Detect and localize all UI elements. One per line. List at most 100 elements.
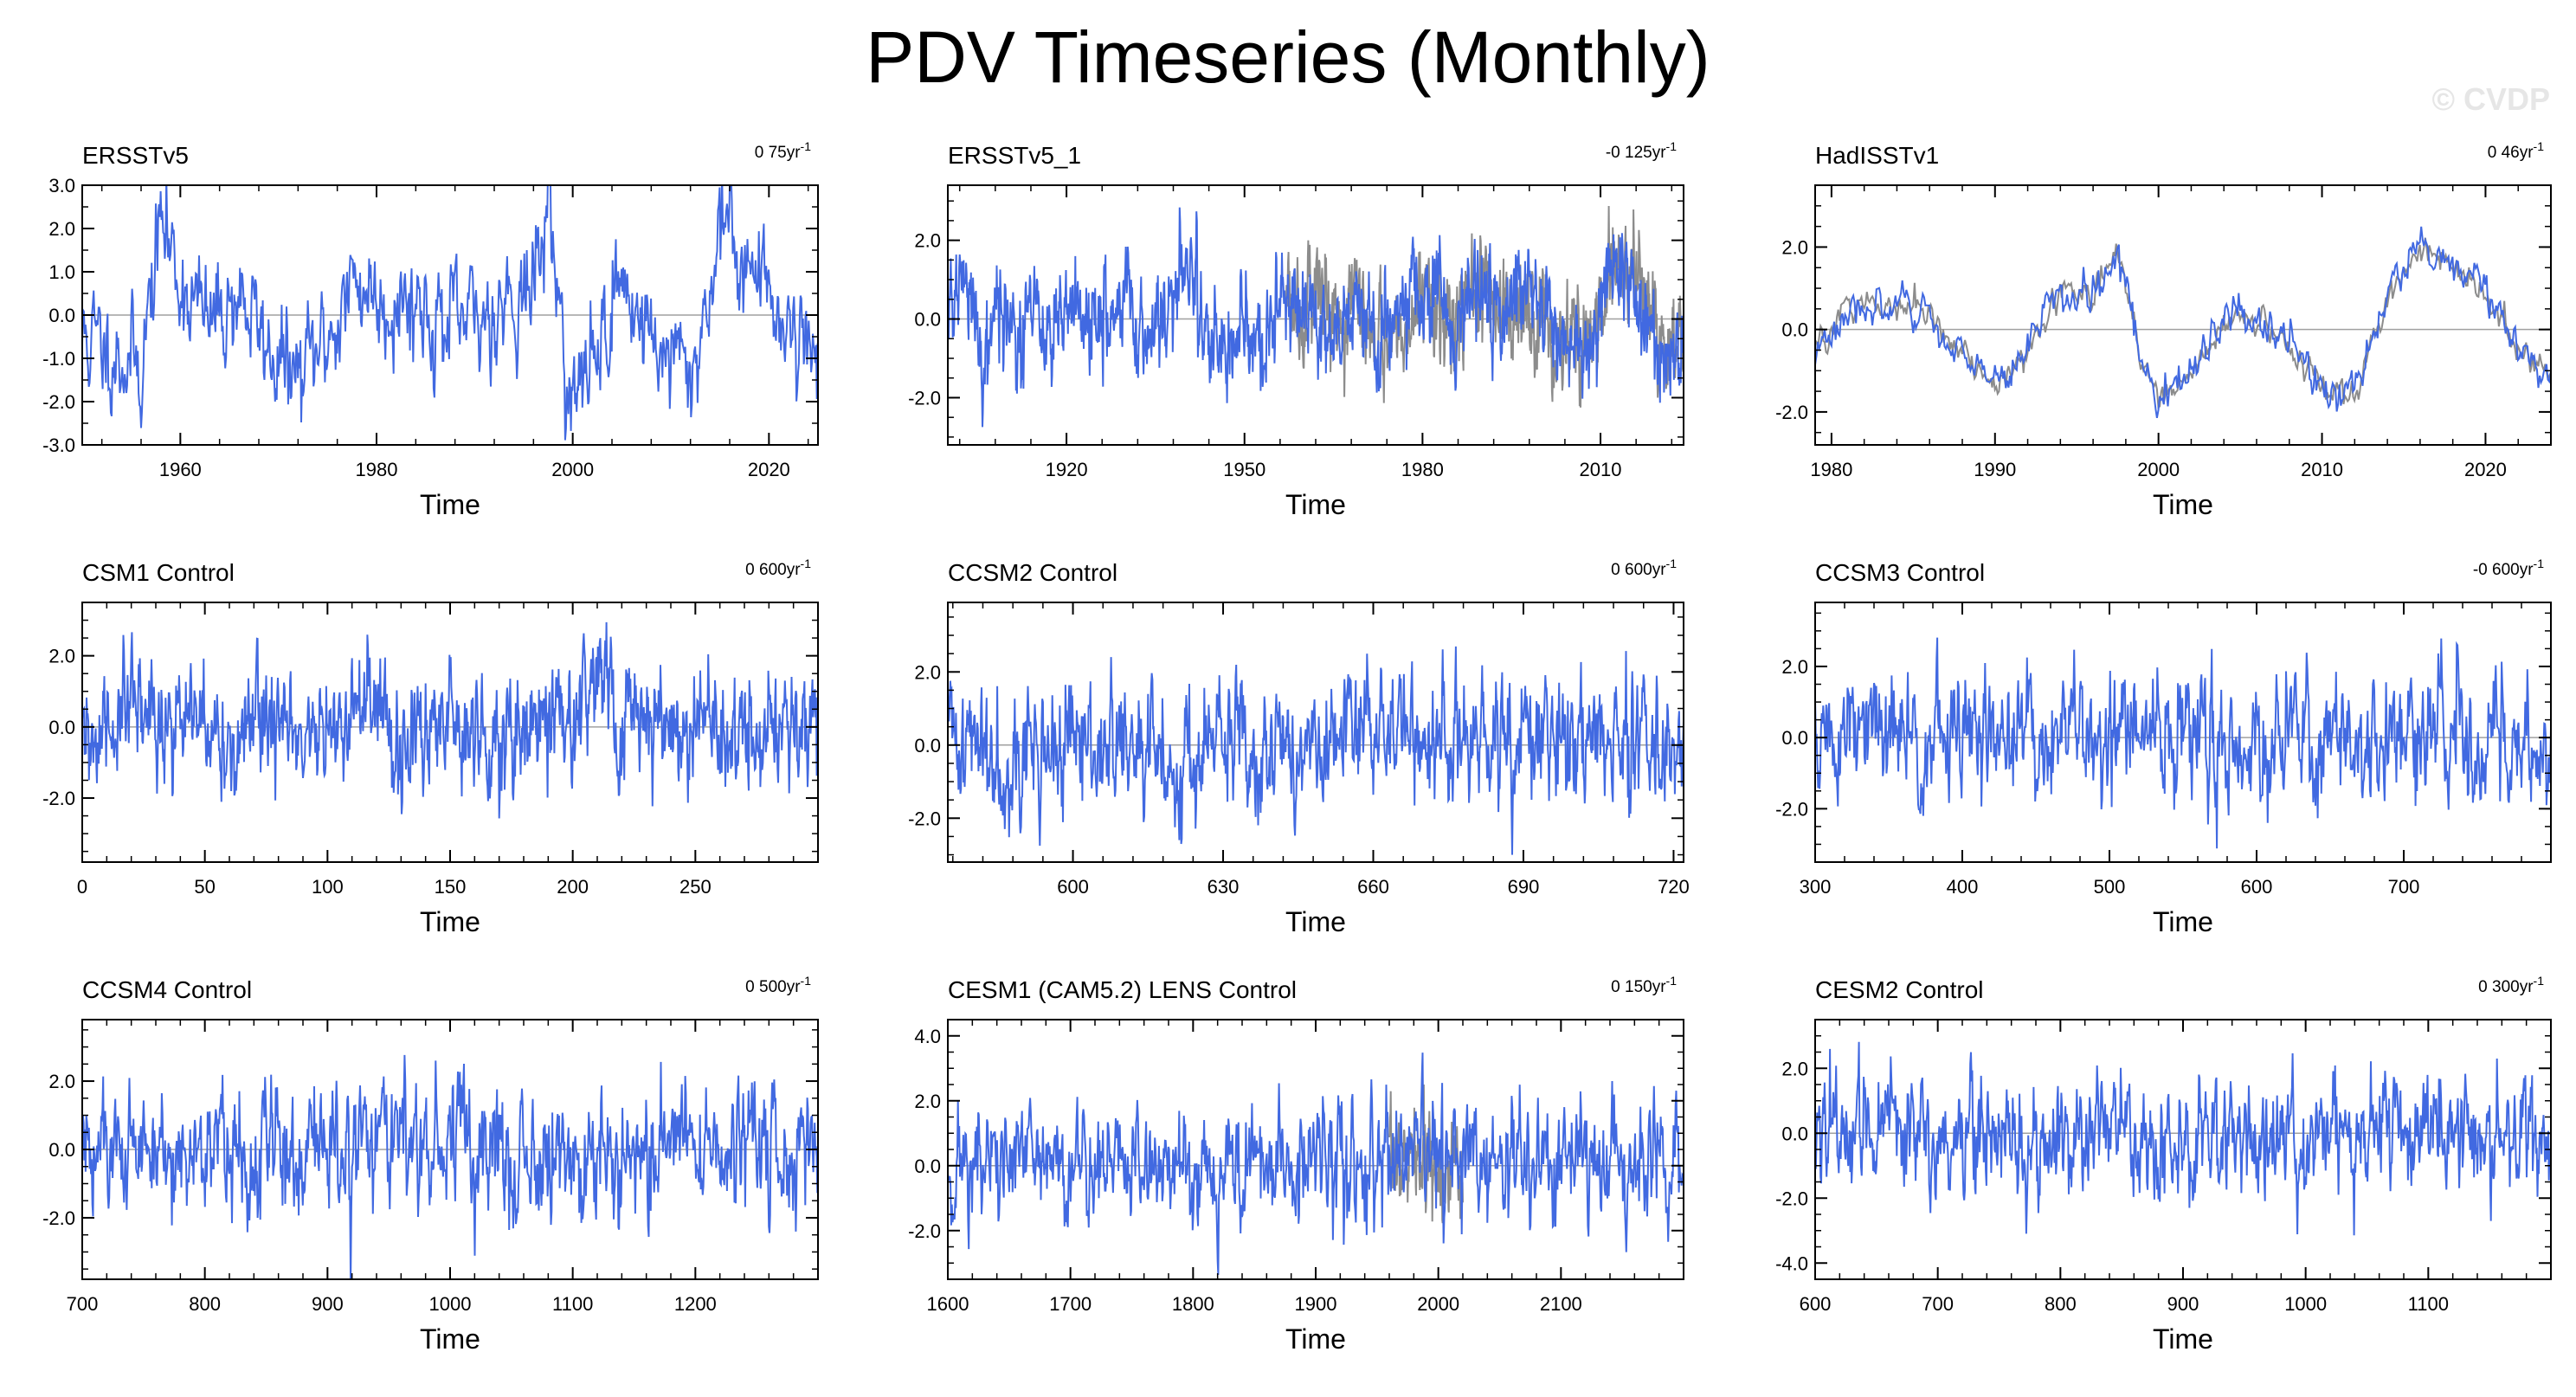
panel-6: -2.0 0.0 2.0 300 400 500 600 700 Time CCSM3 Contr… — [1775, 557, 2552, 937]
y-tick-label: -2.0 — [908, 387, 941, 409]
panel-title: CESM2 Control — [1815, 976, 1984, 1003]
x-tick-label: 630 — [1208, 876, 1240, 898]
x-tick-label: 50 — [194, 876, 215, 898]
x-axis-title: Time — [2153, 489, 2213, 520]
panel-title: CCSM3 Control — [1815, 559, 1985, 586]
panel-8: -2.0 0.0 2.0 4.0 1600 1700 1800 1900 2000 2100 Tim… — [908, 974, 1684, 1355]
series-line-1 — [1388, 1084, 1464, 1224]
x-tick-label: 2000 — [2137, 459, 2180, 480]
x-tick-label: 700 — [67, 1293, 99, 1315]
panel-title: HadISSTv1 — [1815, 142, 1939, 169]
x-tick-label: 1000 — [429, 1293, 472, 1315]
watermark: © CVDP — [2431, 81, 2550, 117]
y-tick-label: 3.0 — [48, 175, 75, 196]
x-tick-label: 2020 — [2464, 459, 2507, 480]
series-line-2 — [1815, 226, 2551, 418]
x-tick-label: 600 — [1057, 876, 1089, 898]
trend-value: -0 125yr — [1606, 144, 1666, 162]
trend-exponent: -1 — [2534, 139, 2545, 153]
y-tick-label: -2.0 — [42, 788, 75, 809]
panel-1: -3.0 -2.0 -1.0 0.0 1.0 2.0 3.0 1960 1980 2000 2020… — [42, 139, 819, 520]
x-tick-label: 1980 — [1401, 459, 1444, 480]
x-axis-title: Time — [2153, 1323, 2213, 1355]
x-axis-title: Time — [420, 489, 480, 520]
trend-exponent: -1 — [1666, 139, 1678, 153]
series-line-1 — [1815, 1041, 2551, 1236]
series-line-2 — [948, 207, 1684, 428]
x-tick-label: 2020 — [748, 459, 790, 480]
trend-exponent: -1 — [1666, 557, 1678, 570]
x-axis-title: Time — [1285, 1323, 1346, 1355]
trend-value: 0 600yr — [1611, 561, 1666, 579]
x-tick-label: 900 — [312, 1293, 344, 1315]
y-tick-label: 0.0 — [1781, 727, 1808, 749]
trend-label: 0 500yr-1 — [745, 974, 811, 996]
x-tick-label: 400 — [1947, 876, 1979, 898]
x-axis-title: Time — [1285, 489, 1346, 520]
x-tick-label: 1700 — [1049, 1293, 1092, 1315]
y-tick-label: 2.0 — [48, 218, 75, 240]
y-tick-label: -1.0 — [42, 348, 75, 370]
trend-value: 0 46yr — [2488, 144, 2534, 162]
y-tick-label: -4.0 — [1775, 1252, 1808, 1274]
x-tick-label: 100 — [312, 876, 344, 898]
trend-label: 0 150yr-1 — [1611, 974, 1677, 996]
plot-frame — [1814, 184, 2552, 446]
x-tick-label: 2010 — [1580, 459, 1622, 480]
y-tick-label: 1.0 — [48, 261, 75, 283]
series-line-1 — [948, 646, 1684, 855]
x-tick-label: 500 — [2094, 876, 2126, 898]
y-tick-label: 2.0 — [914, 661, 941, 683]
figure-title: PDV Timeseries (Monthly) — [866, 16, 1710, 98]
trend-label: 0 300yr-1 — [2478, 974, 2544, 996]
trend-exponent: -1 — [2534, 974, 2545, 988]
trend-label: -0 600yr-1 — [2473, 557, 2544, 579]
panel-4: -2.0 0.0 2.0 0 50 100 150 200 250 Time CSM1 Contro… — [42, 557, 819, 937]
trend-value: -0 600yr — [2473, 561, 2534, 579]
trend-exponent: -1 — [1666, 974, 1678, 988]
x-tick-label: 300 — [1800, 876, 1832, 898]
x-tick-label: 1950 — [1223, 459, 1265, 480]
x-axis-title: Time — [1285, 906, 1346, 937]
x-tick-label: 1100 — [2408, 1293, 2449, 1315]
y-tick-label: 0.0 — [914, 1156, 941, 1177]
x-tick-label: 1920 — [1046, 459, 1088, 480]
x-tick-label: 800 — [2045, 1293, 2077, 1315]
panel-title: ERSSTv5_1 — [948, 142, 1081, 169]
y-tick-label: 0.0 — [914, 735, 941, 756]
y-tick-label: 0.0 — [48, 1139, 75, 1161]
x-tick-label: 700 — [1922, 1293, 1954, 1315]
y-tick-label: 2.0 — [1781, 1058, 1808, 1079]
x-axis-title: Time — [2153, 906, 2213, 937]
series-line-1 — [82, 1054, 818, 1279]
x-tick-label: 2100 — [1540, 1293, 1582, 1315]
x-tick-label: 690 — [1508, 876, 1540, 898]
x-tick-label: 1800 — [1172, 1293, 1214, 1315]
panel-title: CCSM4 Control — [82, 976, 252, 1003]
y-tick-label: 0.0 — [1781, 1123, 1808, 1144]
plot-frame — [947, 602, 1684, 863]
x-tick-label: 900 — [2167, 1293, 2199, 1315]
y-tick-label: 2.0 — [48, 646, 75, 667]
x-tick-label: 200 — [557, 876, 589, 898]
x-axis-title: Time — [420, 1323, 480, 1355]
plot-frame — [1814, 602, 2552, 863]
trend-value: 0 75yr — [755, 144, 801, 162]
trend-value: 0 500yr — [745, 978, 801, 996]
y-tick-label: 0.0 — [48, 717, 75, 738]
x-tick-label: 600 — [2241, 876, 2273, 898]
x-tick-label: 2010 — [2301, 459, 2343, 480]
x-tick-label: 1980 — [1810, 459, 1852, 480]
x-tick-label: 660 — [1357, 876, 1389, 898]
y-tick-label: 2.0 — [48, 1071, 75, 1092]
y-tick-label: 2.0 — [914, 230, 941, 252]
panel-title: CSM1 Control — [82, 559, 235, 586]
trend-label: 0 600yr-1 — [1611, 557, 1677, 579]
trend-value: 0 150yr — [1611, 978, 1666, 996]
trend-exponent: -1 — [801, 139, 812, 153]
series-line-2 — [948, 1053, 1684, 1275]
trend-label: 0 75yr-1 — [755, 139, 811, 162]
x-tick-label: 0 — [77, 876, 87, 898]
trend-label: -0 125yr-1 — [1606, 139, 1677, 162]
